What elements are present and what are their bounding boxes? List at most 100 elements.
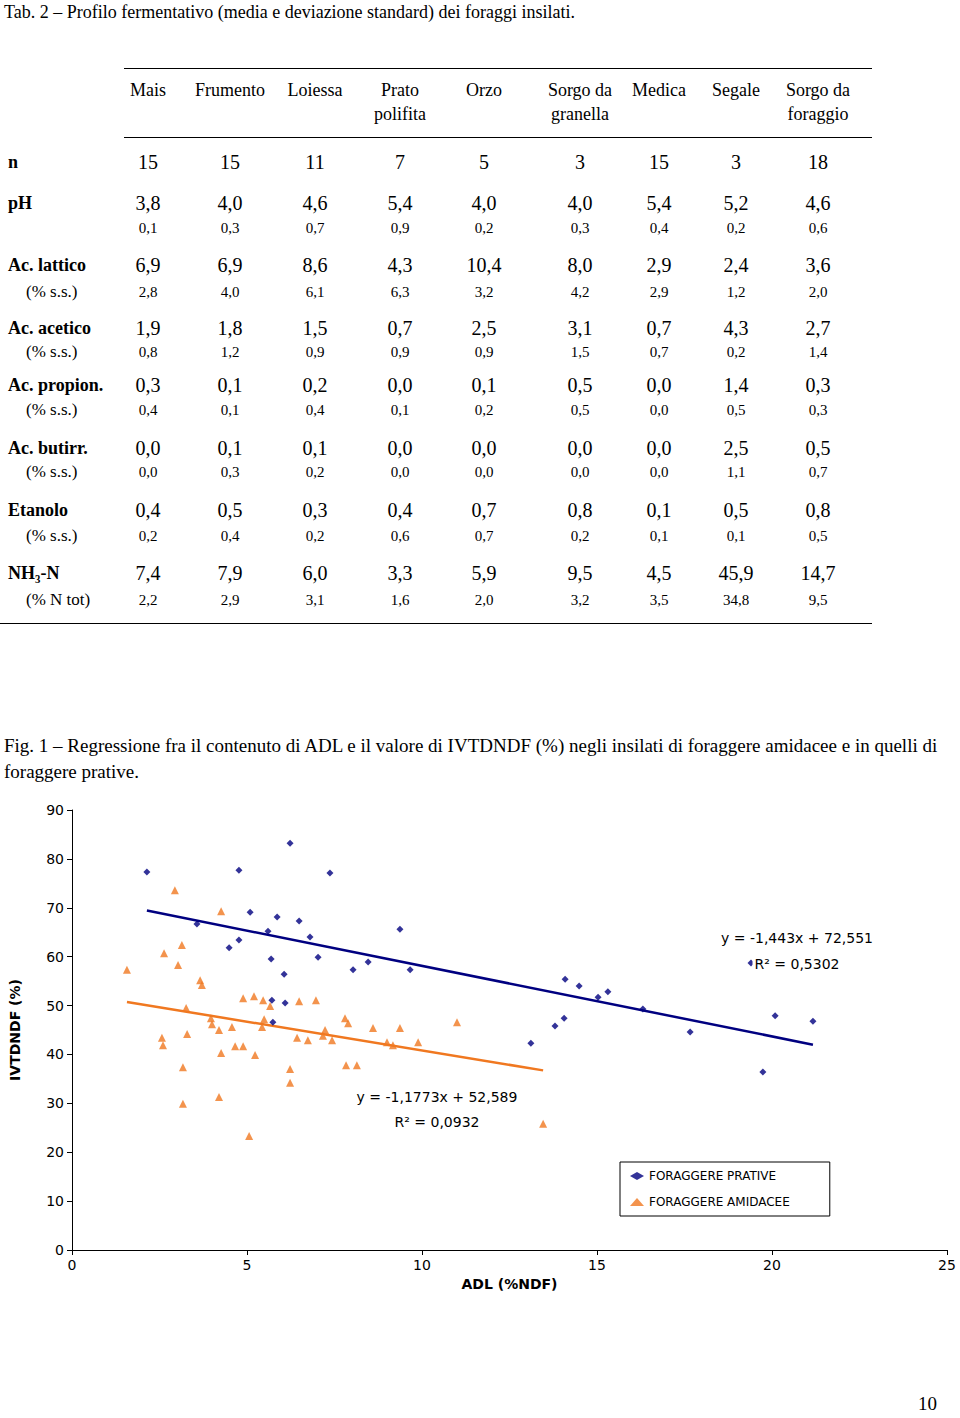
html-text:0,4: 0,4	[135, 498, 161, 521]
html-text:polifita: polifita	[374, 103, 426, 124]
html-text:Tab. 2 – Profilo fermentativo: Tab. 2 – Profilo fermentativo (media e d…	[4, 1, 576, 22]
html-text:0,5: 0,5	[217, 498, 243, 521]
html-text:Sorgo da: Sorgo da	[547, 79, 613, 100]
html-text:Segale: Segale	[712, 79, 760, 100]
html-text:0,5: 0,5	[723, 498, 749, 521]
html-text:1,9: 1,9	[135, 316, 161, 339]
html-text:2,9: 2,9	[646, 253, 672, 276]
svg-text:5: 5	[243, 1257, 252, 1273]
html-text:6,9: 6,9	[135, 253, 161, 276]
html-text:6,9: 6,9	[217, 253, 243, 276]
svg-text:60: 60	[46, 949, 64, 965]
html-text:0,1: 0,1	[302, 436, 328, 459]
svg-text:20: 20	[763, 1257, 781, 1273]
html-text:3,8: 3,8	[135, 191, 161, 214]
html-text:1,4: 1,4	[723, 373, 749, 396]
svg-text:15: 15	[588, 1257, 606, 1273]
html-text:0,8: 0,8	[805, 498, 831, 521]
html-text:0,3: 0,3	[135, 373, 161, 396]
svg-text:10: 10	[46, 1193, 64, 1209]
html-text:3,6: 3,6	[805, 253, 831, 276]
html-text:0,0: 0,0	[567, 436, 593, 459]
html-text:0,0: 0,0	[387, 436, 413, 459]
html-text:4,0: 4,0	[217, 191, 243, 214]
html-text:5,4: 5,4	[646, 191, 672, 214]
html-text:Prato: Prato	[381, 79, 419, 100]
svg-text:50: 50	[46, 998, 64, 1014]
html-text:0,0: 0,0	[471, 436, 497, 459]
html-text:0,7: 0,7	[471, 498, 497, 521]
svg-text:y = -1,443x + 72,551: y = -1,443x + 72,551	[721, 930, 873, 946]
html-text:4,3: 4,3	[387, 253, 413, 276]
html-text:4,3: 4,3	[723, 316, 749, 339]
html-text:9,5: 9,5	[567, 561, 593, 584]
svg-text:30: 30	[46, 1095, 64, 1111]
html-text:5,9: 5,9	[471, 561, 497, 584]
html-text:14,7: 14,7	[800, 561, 836, 584]
html-text:7,4: 7,4	[135, 561, 161, 584]
svg-text:40: 40	[46, 1046, 64, 1062]
html-text:0,0: 0,0	[646, 436, 672, 459]
html-text:1,5: 1,5	[302, 316, 328, 339]
html-text:3,3: 3,3	[387, 561, 413, 584]
html-text:2,7: 2,7	[805, 316, 831, 339]
html-text:10,4: 10,4	[466, 253, 502, 276]
svg-text:90: 90	[46, 802, 64, 818]
html-text:Frumento: Frumento	[195, 79, 265, 100]
svg-text:0: 0	[68, 1257, 77, 1273]
html-text:0,4: 0,4	[387, 498, 413, 521]
html-text:Sorgo da: Sorgo da	[785, 79, 851, 100]
html-text:0,0: 0,0	[135, 436, 161, 459]
html-text:0,1: 0,1	[217, 436, 243, 459]
svg-text:FORAGGERE PRATIVE: FORAGGERE PRATIVE	[649, 1169, 776, 1183]
html-text:2,5: 2,5	[471, 316, 497, 339]
svg-text:IVTDNDF (%): IVTDNDF (%)	[7, 979, 23, 1081]
html-text:0,3: 0,3	[302, 498, 328, 521]
html-text:granella: granella	[551, 103, 609, 124]
html-text:Fig. 1 – Regressione fra il co: Fig. 1 – Regressione fra il contenuto di…	[4, 735, 938, 782]
html-text:0,5: 0,5	[567, 373, 593, 396]
html-text:7,9: 7,9	[217, 561, 243, 584]
html-text:5,2: 5,2	[723, 191, 749, 214]
html-text:8,6: 8,6	[302, 253, 328, 276]
html-text:0,3: 0,3	[805, 373, 831, 396]
svg-text:70: 70	[46, 900, 64, 916]
html-text:4,0: 4,0	[471, 191, 497, 214]
html-text:4,5: 4,5	[646, 561, 672, 584]
html-text:0,1: 0,1	[217, 373, 243, 396]
html-text:Medica: Medica	[632, 79, 686, 100]
html-text:0,1: 0,1	[471, 373, 497, 396]
svg-text:FORAGGERE AMIDACEE: FORAGGERE AMIDACEE	[649, 1195, 790, 1209]
html-text:4,6: 4,6	[302, 191, 328, 214]
html-text:4,6: 4,6	[805, 191, 831, 214]
html-text:4,0: 4,0	[567, 191, 593, 214]
svg-text:R² = 0,0932: R² = 0,0932	[395, 1114, 480, 1130]
html-text:1,8: 1,8	[217, 316, 243, 339]
svg-text:20: 20	[46, 1144, 64, 1160]
html-text:0,7: 0,7	[646, 316, 672, 339]
html-text:Loiessa: Loiessa	[287, 79, 343, 100]
html-text:0,1: 0,1	[646, 498, 672, 521]
html-text:2,4: 2,4	[723, 253, 749, 276]
html-text:0,8: 0,8	[567, 498, 593, 521]
html-text:0,0: 0,0	[646, 373, 672, 396]
svg-text:80: 80	[46, 851, 64, 867]
html-text:0,2: 0,2	[302, 373, 328, 396]
html-text:3,1: 3,1	[567, 316, 593, 339]
svg-text:R² = 0,5302: R² = 0,5302	[755, 956, 840, 972]
svg-text:ADL (%NDF): ADL (%NDF)	[462, 1276, 558, 1292]
svg-text:10: 10	[413, 1257, 431, 1273]
html-text:8,0: 8,0	[567, 253, 593, 276]
svg-text:25: 25	[938, 1257, 956, 1273]
html-text:Orzo: Orzo	[466, 79, 502, 100]
svg-text:y = -1,1773x + 52,589: y = -1,1773x + 52,589	[357, 1089, 518, 1105]
html-text:5,4: 5,4	[387, 191, 413, 214]
html-text:0,7: 0,7	[387, 316, 413, 339]
html-text:6,0: 6,0	[302, 561, 328, 584]
html-text:2,5: 2,5	[723, 436, 749, 459]
html-text:0,0: 0,0	[387, 373, 413, 396]
svg-text:0: 0	[55, 1242, 64, 1258]
html-text:45,9: 45,9	[718, 561, 754, 584]
html-text:Mais: Mais	[130, 79, 166, 100]
html-text:0,5: 0,5	[805, 436, 831, 459]
